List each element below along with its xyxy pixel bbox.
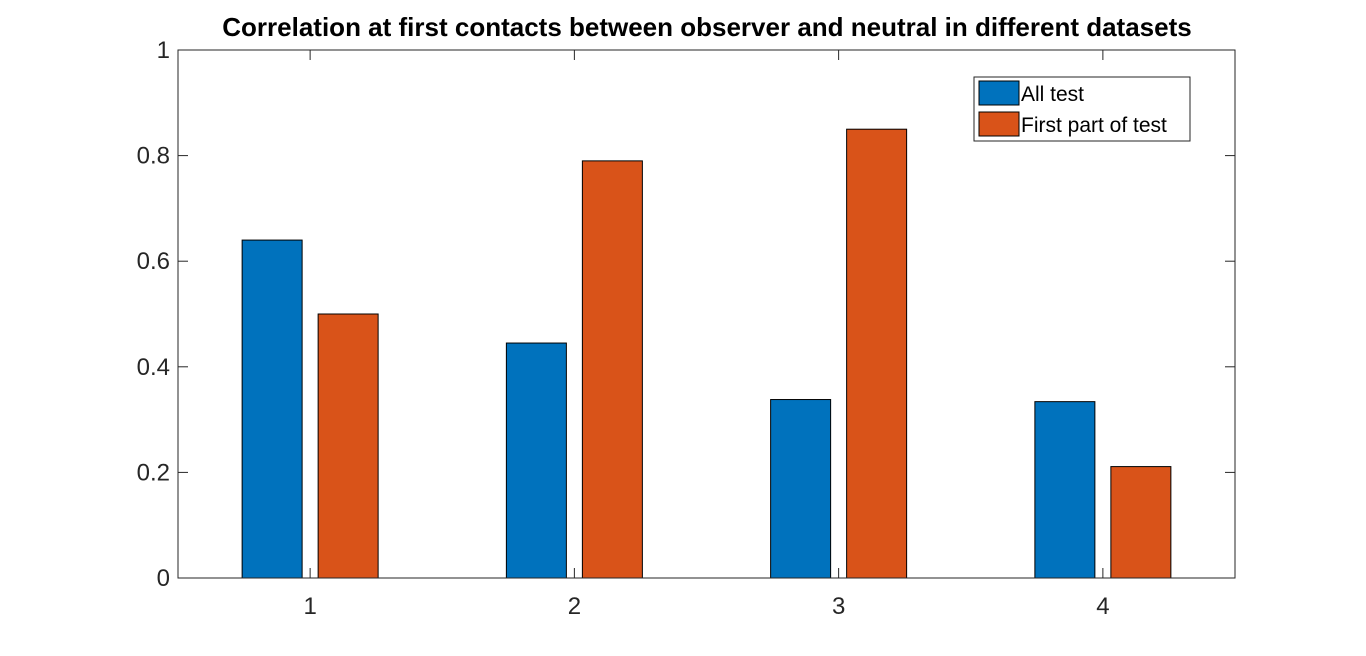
chart-title: Correlation at first contacts between ob… <box>222 12 1191 42</box>
bar-first-part-of-test-4 <box>1110 466 1172 579</box>
axes-layer: 0 0.2 0.4 0.6 0.8 1 1 2 3 4 <box>137 37 1236 620</box>
legend-label: All test <box>1021 83 1084 106</box>
plot-frame <box>177 49 1236 579</box>
x-tick-label: 4 <box>1096 593 1109 620</box>
legend-label: First part of test <box>1021 114 1167 137</box>
legend: All test First part of test <box>973 76 1191 142</box>
legend-swatch <box>978 111 1020 137</box>
bar-all-test-2 <box>505 342 567 579</box>
x-tick-label: 2 <box>568 593 581 620</box>
y-tick-label: 0.4 <box>137 354 170 381</box>
y-tick-label: 0.8 <box>137 143 170 170</box>
bar-first-part-of-test-2 <box>581 160 643 579</box>
y-tick-label: 0.2 <box>137 459 170 486</box>
x-tick-label: 3 <box>832 593 845 620</box>
bar-all-test-1 <box>241 239 303 579</box>
bar-first-part-of-test-1 <box>317 313 379 579</box>
legend-swatch <box>978 80 1020 106</box>
y-tick-label: 0.6 <box>137 248 170 275</box>
bar-all-test-3 <box>770 399 832 579</box>
y-tick-label: 1 <box>157 37 170 64</box>
y-tick-label: 0 <box>157 565 170 592</box>
bar-first-part-of-test-3 <box>846 128 908 579</box>
bars-layer <box>241 128 1172 579</box>
x-tick-label: 1 <box>303 593 316 620</box>
bar-all-test-4 <box>1034 401 1096 579</box>
